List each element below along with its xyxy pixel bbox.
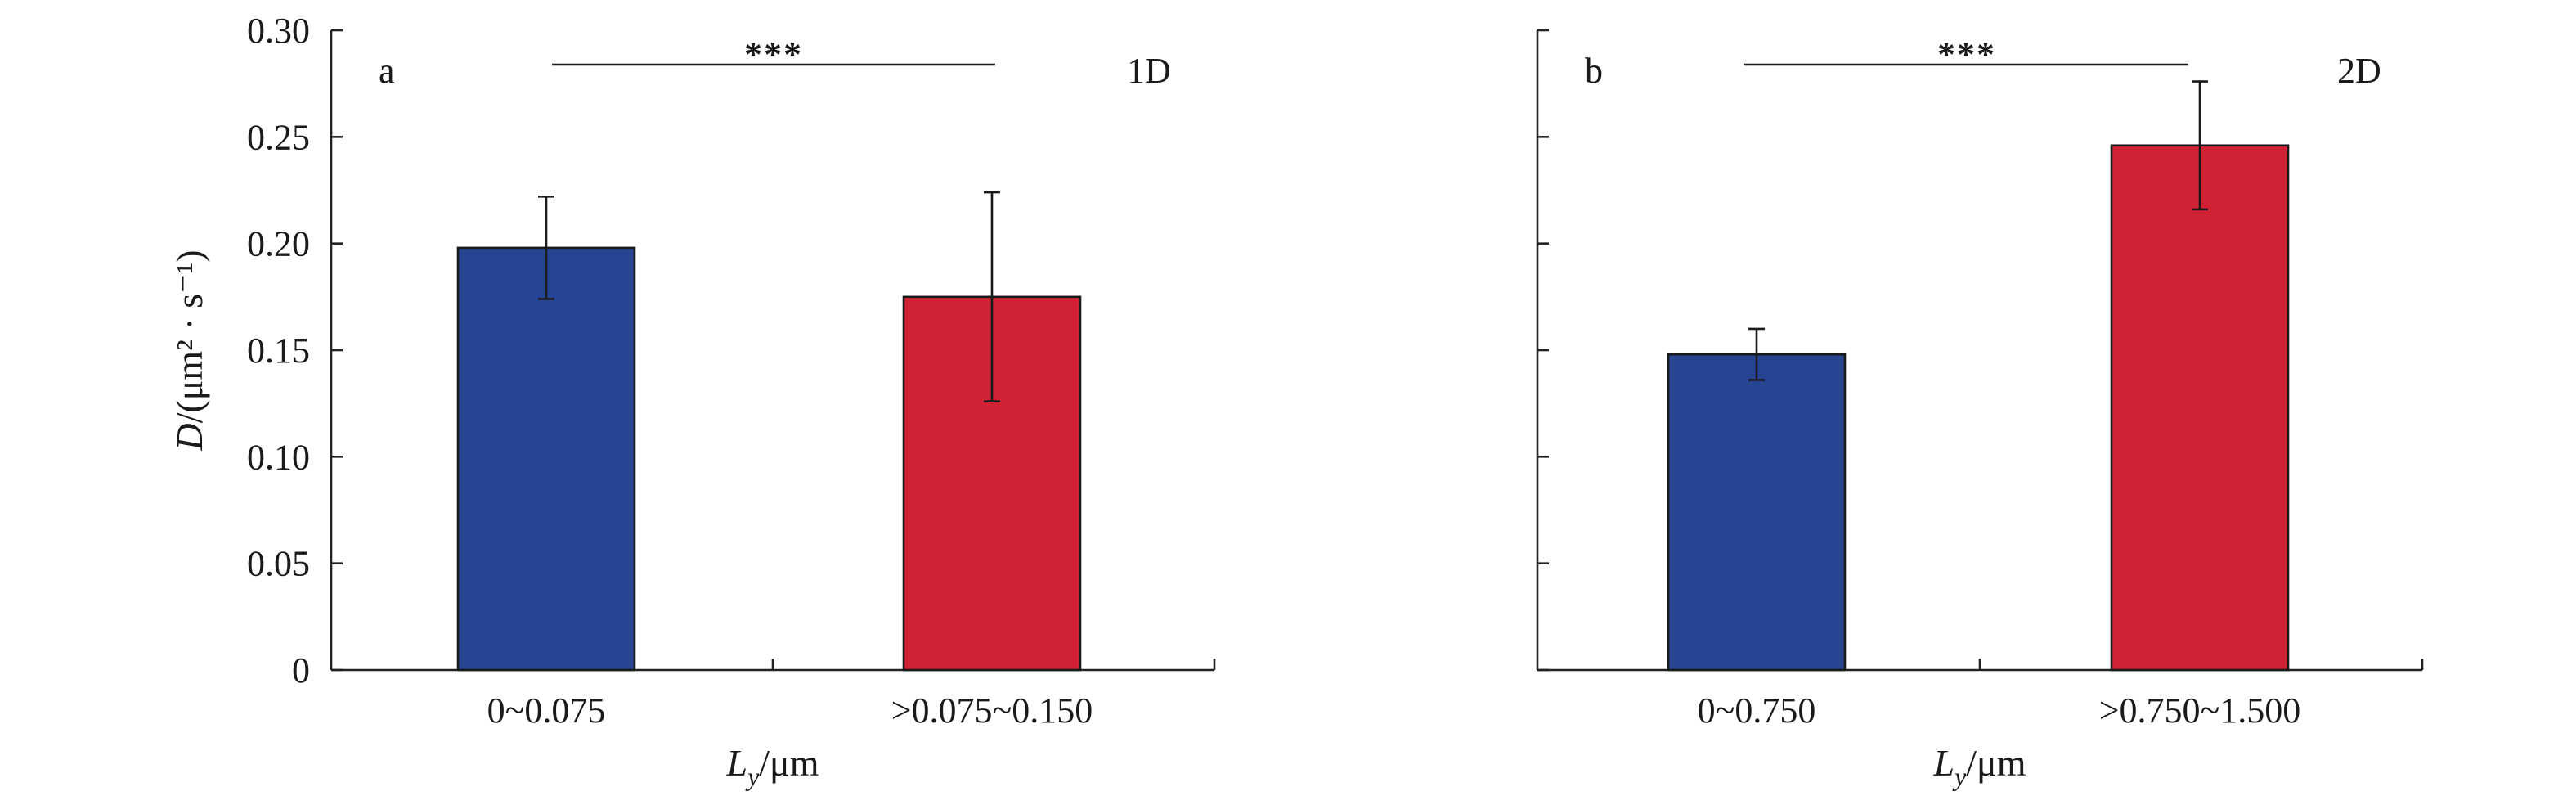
panel-b-y-ticks bbox=[1537, 29, 1549, 672]
panel-a-bars bbox=[456, 191, 1082, 672]
panel-a-error-bar-2 bbox=[984, 191, 1000, 402]
panel-b-bar-1 bbox=[1667, 353, 1847, 672]
panel-b-x-axis-title: Ly/μm bbox=[1932, 742, 2026, 791]
panel-b-tag: 2D bbox=[2337, 51, 2381, 91]
panel-a-ylabel-prefix: D bbox=[168, 423, 210, 451]
panel-a-y-axis-title: D/(μm² · s⁻¹) bbox=[168, 250, 210, 451]
panel-b-bars bbox=[1667, 80, 2290, 672]
panel-a-category-2: >0.075~0.150 bbox=[891, 690, 1093, 731]
panel-a-xlabel-sub: y bbox=[745, 762, 760, 791]
panel-a-x-axis-title: Ly/μm bbox=[725, 742, 819, 791]
panel-a-xlabel-rest: /μm bbox=[759, 742, 819, 784]
panel-a-ylabel-suffix: /(μm² · s⁻¹) bbox=[168, 250, 210, 423]
panel-a-category-1: 0~0.075 bbox=[487, 690, 606, 731]
panel-b-letter: b bbox=[1585, 51, 1603, 91]
panel-a: 0 0.05 0.10 0.15 0.20 0.25 0.30 a 1D *** 0~0.0… bbox=[168, 11, 1216, 791]
panel-a-y-tick-label: 0.20 bbox=[247, 224, 310, 264]
panel-a-bar-1 bbox=[456, 246, 636, 672]
panel-b-xlabel-sub: y bbox=[1952, 762, 1967, 791]
panel-a-y-tick-label: 0.25 bbox=[247, 117, 310, 157]
panel-a-tag: 1D bbox=[1127, 51, 1171, 91]
panel-b-error-bar-2 bbox=[2192, 80, 2208, 211]
panel-b: b 2D *** 0~0.750 >0.750~1.500 Ly/μm bbox=[1536, 29, 2424, 791]
panel-a-letter: a bbox=[379, 51, 395, 91]
panel-b-xlabel-rest: /μm bbox=[1966, 742, 2026, 784]
panel-b-error-bar-1 bbox=[1748, 327, 1765, 381]
panel-b-category-1: 0~0.750 bbox=[1698, 690, 1816, 731]
panel-a-y-tick-label: 0.10 bbox=[247, 437, 310, 477]
panel-b-xlabel-main: L bbox=[1932, 742, 1954, 784]
panel-a-y-tick-label: 0.30 bbox=[247, 11, 310, 51]
panel-a-xlabel-main: L bbox=[725, 742, 747, 784]
panel-a-significance-label: *** bbox=[744, 34, 803, 74]
panel-a-y-ticks: 0 0.05 0.10 0.15 0.20 0.25 0.30 bbox=[247, 11, 343, 690]
panel-b-significance-label: *** bbox=[1937, 34, 1996, 74]
panel-a-y-tick-label: 0.05 bbox=[247, 544, 310, 584]
panel-a-y-tick-label: 0.15 bbox=[247, 331, 310, 371]
panel-b-category-2: >0.750~1.500 bbox=[2099, 690, 2301, 731]
panel-b-bar-2 bbox=[2110, 144, 2290, 672]
panel-a-y-tick-label: 0 bbox=[292, 650, 310, 690]
panel-a-error-bar-1 bbox=[538, 196, 554, 300]
